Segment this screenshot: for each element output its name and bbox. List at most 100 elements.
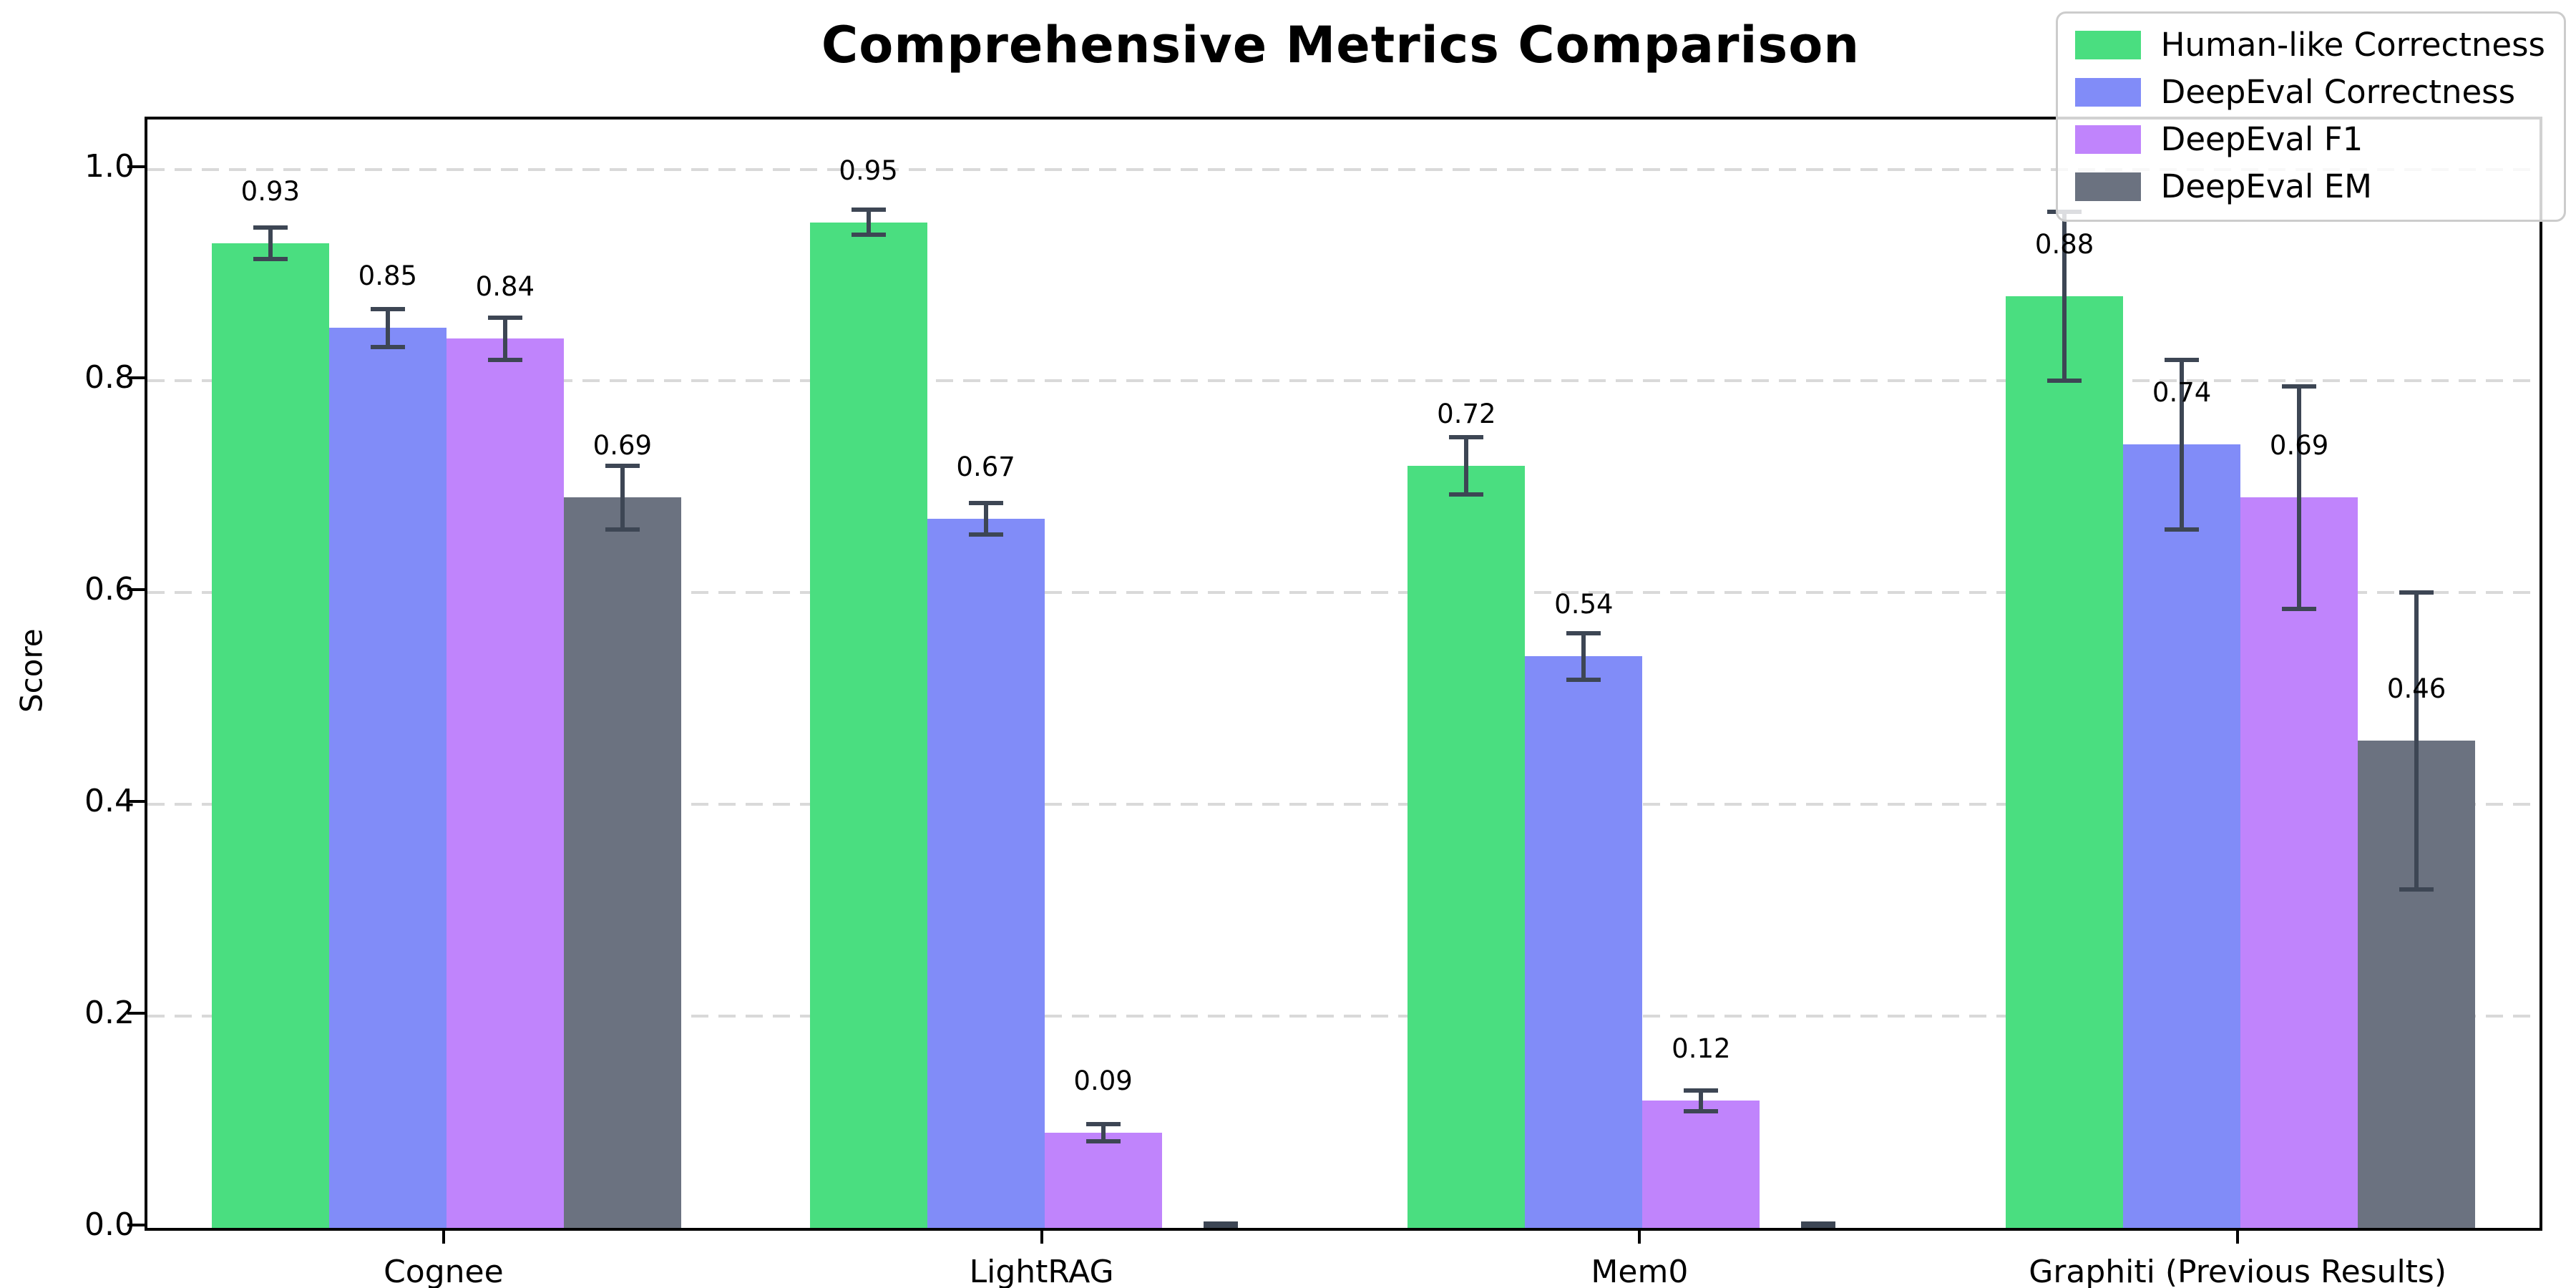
error-bar-line <box>268 227 273 260</box>
bar-value-label: 0.72 <box>1437 398 1496 429</box>
error-bar-cap <box>1684 1088 1719 1093</box>
error-bar-line <box>502 317 507 360</box>
bar <box>2006 296 2124 1228</box>
legend-item: Human-like Correctness <box>2074 26 2545 64</box>
error-bar-cap <box>2165 357 2200 362</box>
y-tick-mark <box>127 800 145 804</box>
error-bar-line <box>2180 359 2185 530</box>
error-bar-line <box>2414 592 2419 889</box>
gridline <box>147 803 2540 806</box>
bar-value-label: 0.69 <box>592 430 653 462</box>
bar <box>809 222 927 1228</box>
bar <box>1044 1132 1162 1228</box>
legend-label: DeepEval F1 <box>2160 120 2363 158</box>
error-bar-cap <box>851 207 886 212</box>
x-tick-mark <box>2236 1228 2240 1244</box>
bar <box>1407 465 1526 1228</box>
error-bar-line <box>1699 1090 1704 1112</box>
error-bar-cap <box>1203 1224 1238 1228</box>
y-tick-label: 0.6 <box>84 571 135 608</box>
error-bar-cap <box>370 306 405 311</box>
bar <box>927 518 1045 1228</box>
y-tick-mark <box>127 1012 145 1015</box>
y-tick-mark <box>127 376 145 380</box>
error-bar-line <box>1464 436 1469 494</box>
x-tick-label: Cognee <box>384 1254 504 1288</box>
error-bar-line <box>620 465 625 530</box>
y-tick-mark <box>127 165 145 168</box>
y-tick-label: 0.4 <box>84 783 135 820</box>
x-tick-mark <box>441 1228 445 1244</box>
bar-value-label: 0.84 <box>475 271 535 303</box>
bar <box>446 338 564 1228</box>
error-bar-cap <box>1566 677 1601 682</box>
y-tick-label: 0.2 <box>84 995 135 1032</box>
error-bar-cap <box>851 233 886 238</box>
error-bar-cap <box>253 257 288 262</box>
x-tick-mark <box>1040 1228 1043 1244</box>
error-bar-cap <box>1684 1109 1719 1114</box>
x-tick-mark <box>1638 1228 1641 1244</box>
bar <box>1642 1101 1760 1228</box>
legend-swatch <box>2074 31 2141 59</box>
error-bar-cap <box>2399 590 2434 595</box>
x-tick-label: LightRAG <box>969 1254 1114 1288</box>
error-bar-line <box>983 502 988 535</box>
error-bar-line <box>1581 633 1586 680</box>
error-bar-cap <box>968 532 1003 537</box>
error-bar-cap <box>2282 384 2317 389</box>
chart-title: Comprehensive Metrics Comparison <box>821 16 1860 74</box>
error-bar-cap <box>968 500 1003 505</box>
error-bar-line <box>2297 386 2302 609</box>
bar-value-label: 0.46 <box>2386 673 2446 705</box>
bar-value-label: 0.54 <box>1554 589 1614 620</box>
bar-value-label: 0.12 <box>1672 1033 1731 1065</box>
plot-area: 0.93 0.85 0.84 0.69 0.95 0.67 0.09 0.72 0.54 0.12… <box>145 117 2542 1231</box>
y-tick-mark <box>127 1224 145 1226</box>
error-bar-cap <box>487 357 522 362</box>
x-tick-label: Mem0 <box>1591 1254 1689 1288</box>
error-bar-line <box>385 308 390 348</box>
x-tick-label: Graphiti (Previous Results) <box>2029 1254 2447 1288</box>
error-bar-cap <box>1449 434 1484 439</box>
legend-label: DeepEval Correctness <box>2160 73 2516 111</box>
y-tick-label: 0.8 <box>84 359 135 396</box>
y-tick-mark <box>127 588 145 592</box>
bar-value-label: 0.09 <box>1073 1065 1133 1096</box>
error-bar-cap <box>1566 630 1601 635</box>
bar <box>211 243 329 1228</box>
error-bar-cap <box>2282 606 2317 611</box>
bar-value-label: 0.74 <box>2152 377 2212 409</box>
bar-value-label: 0.85 <box>358 260 418 292</box>
y-tick-label: 1.0 <box>84 147 135 185</box>
legend-swatch <box>2074 172 2141 201</box>
error-bar-cap <box>487 315 522 320</box>
error-bar-line <box>2062 211 2067 381</box>
legend-swatch <box>2074 125 2141 154</box>
bar <box>2240 497 2358 1228</box>
error-bar-cap <box>1449 492 1484 497</box>
error-bar-cap <box>2047 379 2082 384</box>
legend-swatch <box>2074 78 2141 107</box>
error-bar-line <box>1101 1124 1106 1141</box>
legend-item: DeepEval F1 <box>2074 120 2545 158</box>
error-bar-cap <box>605 463 640 468</box>
error-bar-line <box>866 209 871 235</box>
error-bar-cap <box>1801 1224 1836 1228</box>
error-bar-cap <box>2165 527 2200 532</box>
gridline <box>147 1015 2540 1018</box>
error-bar-cap <box>1085 1138 1121 1143</box>
error-bar-cap <box>605 527 640 532</box>
legend-item: DeepEval EM <box>2074 167 2545 205</box>
legend-label: Human-like Correctness <box>2160 26 2545 64</box>
gridline <box>147 167 2540 171</box>
bar-value-label: 0.95 <box>839 155 898 186</box>
gridline <box>147 379 2540 383</box>
gridline <box>147 591 2540 595</box>
bar-value-label: 0.88 <box>2034 229 2094 260</box>
legend-item: DeepEval Correctness <box>2074 73 2545 111</box>
bar <box>2123 444 2241 1228</box>
legend-label: DeepEval EM <box>2160 167 2372 205</box>
bar-value-label: 0.93 <box>240 176 301 208</box>
